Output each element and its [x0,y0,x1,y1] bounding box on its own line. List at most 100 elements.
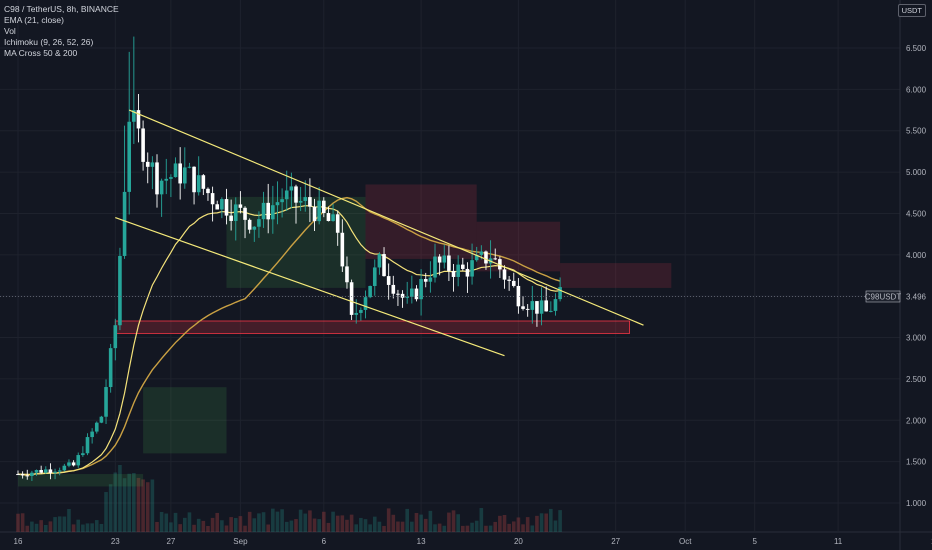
volume-bar [201,520,206,532]
price-tick-label: 2.500 [906,375,927,384]
legend-ichimoku[interactable]: Ichimoku (9, 26, 52, 26) [4,37,94,47]
candle-up [53,471,57,473]
price-tick-label: 5.500 [906,127,927,136]
volume-bar [294,519,298,532]
candle-down [210,193,215,205]
candle-down [396,293,400,295]
volume-bar [284,521,289,532]
time-tick-label: 27 [611,537,620,546]
trendlines [115,109,644,357]
legend-vol[interactable]: Vol [4,26,16,36]
candle-up [104,387,108,417]
volume-bar [414,512,419,532]
candle-down [544,300,548,312]
candle-up [280,199,284,203]
candle-up [150,162,155,167]
time-tick-label: Sep [233,537,248,546]
candle-up [122,191,127,256]
candle-up [30,472,34,477]
volume-bar [113,472,118,532]
volume-bar [502,515,507,532]
candle-down [511,280,516,286]
candle-up [271,205,275,220]
volume-bar [261,512,266,532]
volume-bar [539,513,544,532]
candle-up [405,296,409,298]
volume-bar [210,517,215,532]
volume-bar [530,525,535,532]
trendline [115,217,505,357]
volume-bar [229,517,233,532]
volume-bar [442,525,447,532]
candle-down [340,232,345,267]
volume-bar [447,512,451,532]
candle-up [470,260,474,277]
volume-bar [400,521,405,532]
ma-cross-line [17,196,561,476]
volume-bar [493,521,498,532]
volume-bar [521,524,525,532]
volume-bar [326,522,331,532]
volume-bar [39,520,43,532]
volume-bar [553,520,558,532]
price-tick-label: 4.500 [906,209,927,218]
candle-up [252,226,257,230]
candle-down [345,266,349,283]
volume-bar [386,508,391,532]
volume-bar [187,512,192,532]
volume-bar [558,510,562,532]
candle-down [414,288,419,300]
candle-down [423,279,428,282]
volume-bar [76,519,81,532]
volume-bar [410,521,414,532]
volume-bar [132,473,136,532]
candlesticks [16,36,562,481]
candle-down [136,110,141,129]
candle-up [317,200,321,222]
volume-bar [275,511,280,532]
candle-up [196,175,201,193]
legend-ma-cross[interactable]: MA Cross 50 & 200 [4,48,78,58]
time-axis[interactable]: 16 23 27 Sep 6 13 20 27 Oct 5 11 18 [14,537,932,546]
volume-bar [423,518,428,532]
candle-down [525,308,530,310]
volume-bar [178,524,182,532]
candle-up [44,469,48,473]
volume-bar [81,524,85,532]
price-tick-label: 2.000 [906,416,927,425]
volume-bar [215,512,220,532]
candle-up [372,267,377,286]
candle-down [521,306,525,309]
candle-up [261,202,266,220]
volume-bar [498,515,502,532]
candle-down [178,163,182,184]
volume-bar [549,508,553,532]
volume-bar [44,524,48,532]
candle-up [159,180,164,195]
volume-bar [183,517,187,532]
volume-bar [150,479,155,532]
volume-bar [484,525,488,532]
volume-bar [451,510,456,532]
candle-up [169,177,173,179]
candle-up [410,288,414,297]
candle-up [428,277,433,282]
price-tag-box [901,291,931,302]
candle-down [141,128,145,162]
candle-up [90,431,94,438]
time-tick-label: 20 [514,537,523,546]
currency-badge[interactable]: USDT [897,4,926,17]
candle-up [127,121,131,192]
price-tick-label: 6.000 [906,85,927,94]
legend-ema[interactable]: EMA (21, close) [4,15,64,25]
candle-down [326,213,331,222]
volume-bar [308,510,312,532]
legend-symbol[interactable]: C98 / TetherUS, 8h, BINANCE [4,4,119,14]
price-tick-label: 6.500 [906,44,927,53]
volume-bar [141,479,145,532]
volume-bar [461,525,465,532]
candle-down [238,204,243,208]
volume-bar [104,492,108,532]
volume-bar [16,513,20,532]
